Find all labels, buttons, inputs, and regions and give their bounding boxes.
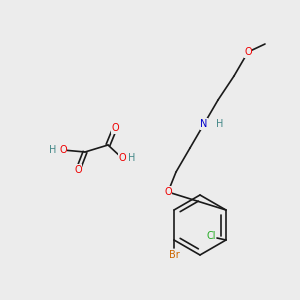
Text: O: O (111, 123, 119, 133)
Text: H: H (49, 145, 57, 155)
Text: H: H (128, 153, 136, 163)
Text: H: H (216, 119, 224, 129)
Text: O: O (118, 153, 126, 163)
Text: Br: Br (169, 250, 179, 260)
Text: O: O (59, 145, 67, 155)
Text: O: O (164, 187, 172, 197)
Text: Cl: Cl (206, 231, 216, 241)
Text: N: N (200, 119, 208, 129)
Text: O: O (244, 47, 252, 57)
Text: O: O (74, 165, 82, 175)
